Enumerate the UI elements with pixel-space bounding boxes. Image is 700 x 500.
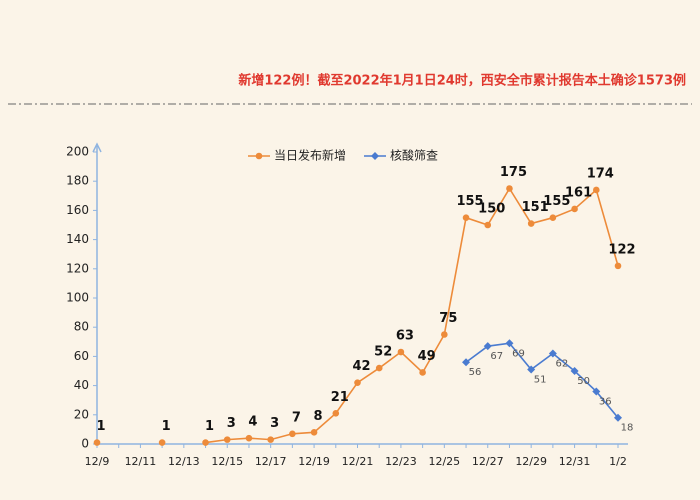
y-tick-label: 200	[66, 145, 89, 159]
series-line	[465, 342, 619, 419]
x-tick-label: 12/21	[342, 455, 374, 468]
legend-label: 当日发布新增	[274, 148, 346, 163]
point	[571, 205, 578, 213]
data-label: 1	[162, 419, 171, 434]
data-label: 155	[543, 194, 570, 209]
point	[158, 439, 166, 446]
y-tick-label: 100	[66, 291, 89, 305]
point	[202, 439, 209, 446]
y-tick-label: 160	[66, 203, 89, 217]
y-axis-arrow	[92, 142, 102, 153]
point	[570, 367, 579, 375]
point	[223, 436, 231, 443]
y-tick-label: 0	[81, 437, 89, 451]
y-tick-label: 60	[74, 349, 89, 363]
y-tick-label: 120	[66, 261, 89, 275]
point	[462, 358, 471, 367]
data-label: 151	[522, 200, 549, 215]
data-label: 50	[577, 376, 590, 387]
point	[506, 185, 513, 192]
data-label: 62	[556, 358, 569, 369]
data-label: 52	[374, 345, 392, 360]
x-tick-label: 12/17	[255, 455, 287, 468]
point	[592, 186, 600, 194]
point	[549, 214, 557, 221]
point	[505, 339, 514, 348]
point	[397, 348, 405, 356]
point	[614, 413, 622, 422]
data-label: 42	[352, 359, 370, 374]
point	[354, 379, 361, 386]
point	[483, 342, 492, 351]
legend-marker	[371, 152, 379, 160]
data-label: 4	[248, 415, 257, 430]
y-tick-label: 40	[74, 378, 89, 392]
x-tick-label: 12/27	[472, 455, 504, 468]
chart-subtitle: 新增122例！截至2022年1月1日24时，西安全市累计报告本土确诊1573例	[238, 73, 686, 89]
data-label: 75	[439, 311, 457, 326]
data-label: 150	[478, 202, 505, 217]
data-label: 21	[331, 390, 349, 405]
point	[462, 214, 470, 221]
point	[419, 369, 426, 376]
point	[527, 365, 536, 374]
data-label: 122	[608, 242, 635, 257]
x-tick-label: 12/13	[168, 455, 200, 468]
series-line	[205, 186, 619, 444]
point	[441, 331, 448, 338]
point	[310, 429, 318, 436]
y-tick-label: 20	[74, 407, 89, 421]
y-tick-label: 140	[66, 232, 89, 246]
data-label: 175	[500, 165, 527, 180]
x-tick-label: 12/31	[559, 455, 591, 468]
x-tick-label: 12/19	[298, 455, 330, 468]
data-label: 18	[621, 423, 634, 434]
data-label: 3	[227, 416, 236, 431]
data-label: 1	[205, 419, 214, 434]
data-label: 36	[599, 396, 612, 407]
y-tick-label: 80	[74, 320, 89, 334]
x-tick-label: 12/23	[385, 455, 417, 468]
point	[484, 221, 492, 229]
data-label: 7	[292, 410, 301, 425]
x-tick-label: 12/29	[515, 455, 547, 468]
point	[245, 434, 253, 442]
data-label: 69	[512, 348, 525, 359]
data-label: 67	[490, 351, 503, 362]
data-label: 63	[396, 329, 414, 344]
x-tick-label: 12/15	[211, 455, 243, 468]
x-tick-label: 12/11	[125, 455, 157, 468]
data-label: 49	[418, 349, 436, 364]
data-label: 155	[456, 194, 483, 209]
legend-marker	[255, 152, 263, 160]
point	[614, 262, 622, 270]
data-label: 56	[469, 367, 482, 378]
y-tick-label: 180	[66, 174, 89, 188]
point	[332, 410, 340, 417]
x-tick-label: 1/2	[609, 455, 627, 468]
point	[267, 436, 274, 443]
point	[289, 430, 296, 438]
point	[592, 387, 601, 396]
data-label: 161	[565, 185, 592, 200]
point	[93, 439, 101, 446]
legend-label: 核酸筛查	[390, 148, 438, 163]
data-label: 174	[587, 166, 614, 181]
point	[548, 349, 557, 358]
point	[375, 364, 383, 372]
data-label: 1	[96, 419, 105, 434]
data-label: 8	[314, 409, 323, 424]
data-label: 51	[534, 375, 547, 386]
x-tick-label: 12/9	[85, 455, 110, 468]
x-tick-label: 12/25	[428, 455, 460, 468]
data-label: 3	[270, 416, 279, 431]
point	[527, 220, 535, 227]
